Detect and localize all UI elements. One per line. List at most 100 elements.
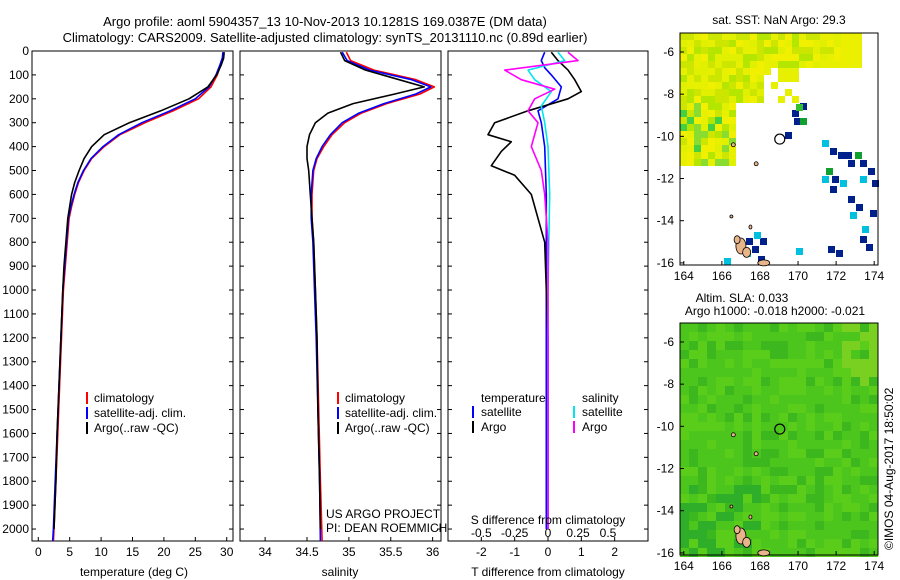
- sla-cell: [770, 467, 779, 476]
- sst-cell: [785, 61, 792, 68]
- sst-cell: [701, 110, 708, 117]
- sla-cell: [842, 503, 851, 512]
- float-position-marker: [774, 423, 786, 435]
- sst-cell: [845, 152, 852, 159]
- sst-cell: [722, 152, 729, 159]
- sla-cell: [770, 440, 779, 449]
- legend-s-satellite: satellite: [582, 405, 623, 419]
- sla-cell: [833, 422, 842, 431]
- sst-cell: [760, 238, 767, 245]
- depth-tick-label: 400: [9, 140, 29, 154]
- sla-cell: [725, 323, 734, 332]
- sst-lat-label: -16: [657, 256, 675, 270]
- sst-cell: [701, 82, 708, 89]
- sla-cell: [698, 530, 707, 539]
- sla-cell: [788, 494, 797, 503]
- sst-cell: [722, 117, 729, 124]
- sla-cell: [851, 485, 860, 494]
- sla-cell: [851, 503, 860, 512]
- sst-cell: [743, 54, 750, 61]
- sla-cell: [815, 467, 824, 476]
- sst-cell: [841, 54, 848, 61]
- sst-cell: [806, 40, 813, 47]
- sla-cell: [725, 404, 734, 413]
- sst-cell: [834, 33, 841, 40]
- sst-cell: [694, 33, 701, 40]
- sst-cell: [785, 33, 792, 40]
- sla-cell: [689, 431, 698, 440]
- sla-cell: [842, 467, 851, 476]
- sla-cell: [689, 377, 698, 386]
- sla-cell: [779, 431, 788, 440]
- sla-cell: [689, 485, 698, 494]
- sla-cell: [761, 449, 770, 458]
- sla-cell: [842, 350, 851, 359]
- sla-cell: [833, 404, 842, 413]
- sla-cell: [743, 548, 752, 557]
- sst-cell: [750, 54, 757, 61]
- sla-cell: [788, 503, 797, 512]
- sst-cell: [708, 117, 715, 124]
- sst-cell: [729, 54, 736, 61]
- sla-map-cells: [680, 323, 878, 557]
- sst-cell: [701, 131, 708, 138]
- sla-cell: [752, 458, 761, 467]
- sst-cell: [771, 47, 778, 54]
- sst-cell: [743, 61, 750, 68]
- sla-cell: [680, 476, 689, 485]
- sla-cell: [806, 449, 815, 458]
- sla-cell: [824, 485, 833, 494]
- sla-cell: [752, 413, 761, 422]
- sla-cell: [869, 323, 878, 332]
- legend-satellite: satellite-adj. clim.: [94, 406, 186, 420]
- sla-cell: [842, 431, 851, 440]
- sla-cell: [707, 458, 716, 467]
- float-position-marker: [774, 133, 786, 145]
- sla-cell: [734, 476, 743, 485]
- sst-cell: [687, 68, 694, 75]
- sla-cell: [680, 494, 689, 503]
- sla-cell: [743, 458, 752, 467]
- sst-cell: [752, 246, 759, 253]
- sst-cell: [680, 124, 687, 131]
- difference-series-s-argo: [503, 51, 579, 529]
- sst-cell: [820, 61, 827, 68]
- sst-cell: [785, 68, 792, 75]
- sla-cell: [806, 395, 815, 404]
- sla-cell: [869, 395, 878, 404]
- sla-cell: [752, 539, 761, 548]
- sst-cell: [826, 168, 833, 175]
- island-shape: [753, 161, 759, 167]
- s-diff-tick-label: -0.5: [471, 526, 492, 540]
- salinity-axes: [239, 50, 442, 542]
- sla-cell: [815, 323, 824, 332]
- temperature-tick-label: 25: [189, 545, 203, 559]
- island-shape: [733, 235, 741, 245]
- sla-cell: [725, 512, 734, 521]
- sla-cell: [689, 458, 698, 467]
- sst-map-title: sat. SST: NaN Argo: 29.3: [712, 13, 846, 27]
- sla-lat-label: -10: [657, 419, 675, 433]
- sst-cell: [856, 204, 863, 211]
- sst-cell: [680, 54, 687, 61]
- sla-cell: [698, 350, 707, 359]
- s-diff-tick-label: 0.5: [600, 526, 617, 540]
- sst-cell: [813, 47, 820, 54]
- sst-cell: [806, 47, 813, 54]
- sst-cell: [729, 33, 736, 40]
- sla-cell: [869, 440, 878, 449]
- sla-cell: [815, 368, 824, 377]
- sst-cell: [736, 47, 743, 54]
- sla-cell: [698, 503, 707, 512]
- sla-cell: [725, 548, 734, 557]
- sla-cell: [680, 323, 689, 332]
- sla-cell: [788, 548, 797, 557]
- sst-cell: [822, 176, 829, 183]
- sla-cell: [770, 431, 779, 440]
- sla-cell: [833, 467, 842, 476]
- sla-cell: [761, 431, 770, 440]
- sla-cell: [824, 359, 833, 368]
- sla-cell: [824, 323, 833, 332]
- sla-cell: [869, 413, 878, 422]
- island-shape: [730, 432, 736, 438]
